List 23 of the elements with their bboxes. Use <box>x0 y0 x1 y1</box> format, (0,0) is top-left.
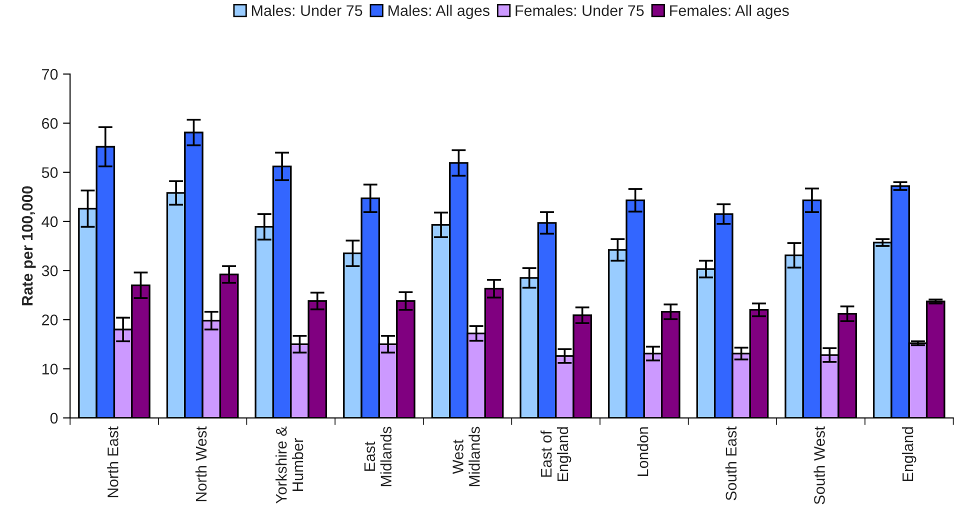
y-tick-label: 70 <box>42 68 58 80</box>
x-tick-label: South East <box>725 426 737 500</box>
x-tick-label: East Midlands <box>364 426 392 486</box>
x-tick-label: South West <box>814 426 825 504</box>
legend-label: Males: All ages <box>388 4 490 20</box>
x-tick-label: West Midlands <box>452 426 480 486</box>
x-tick-label: England <box>902 427 916 482</box>
y-tick-label: 60 <box>42 118 58 129</box>
y-tick-label: 20 <box>42 314 58 326</box>
y-axis-title: Rate per 100,000 <box>22 186 36 306</box>
x-tick-label: East of England <box>540 427 572 482</box>
y-tick-label: 0 <box>50 412 58 424</box>
x-tick-label: North East <box>107 426 118 498</box>
legend-label: Males: Under 75 <box>252 4 362 16</box>
legend-label: Females: All ages <box>670 4 789 20</box>
x-tick-label: London <box>637 427 648 476</box>
y-tick-label: 10 <box>42 364 58 374</box>
x-tick-label: Yorkshire & Humber <box>276 426 304 504</box>
y-tick-label: 30 <box>42 265 58 276</box>
legend-label: Females: Under 75 <box>516 4 644 16</box>
x-tick-label: North West <box>195 426 207 502</box>
y-tick-label: 50 <box>42 167 58 178</box>
y-tick-label: 40 <box>42 216 58 228</box>
